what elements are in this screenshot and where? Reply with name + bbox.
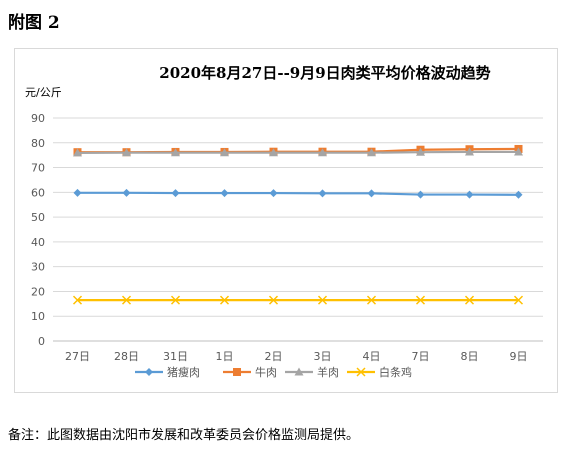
x-tick-label: 2日: [265, 350, 283, 363]
data-point: [269, 189, 278, 198]
data-point: [416, 147, 425, 156]
y-tick-label: 10: [31, 310, 45, 323]
data-point: [416, 190, 425, 199]
series-line: [77, 150, 519, 155]
y-tick-label: 30: [31, 261, 45, 274]
series-layer: [72, 144, 524, 305]
legend-item: 羊肉: [285, 365, 339, 379]
legend-label: 牛肉: [255, 365, 277, 379]
legend-label: 白条鸡: [379, 365, 412, 379]
data-point: [219, 295, 230, 305]
data-point: [171, 189, 180, 198]
data-point: [514, 147, 523, 156]
y-tick-label: 0: [38, 335, 45, 348]
data-point: [514, 190, 523, 199]
x-tick-label: 9日: [510, 350, 528, 363]
series-group: [73, 144, 523, 157]
x-tick-label: 31日: [163, 350, 188, 363]
data-point: [233, 368, 241, 376]
y-tick-label: 50: [31, 211, 45, 224]
x-tick-label: 28日: [114, 350, 139, 363]
y-tick-label: 20: [31, 285, 45, 298]
data-point-stroke: [464, 295, 475, 305]
data-point: [367, 148, 376, 157]
data-point-stroke: [268, 295, 279, 305]
chart-frame: 2020年8月27日--9月9日肉类平均价格波动趋势 元/公斤 0 10 20 30 4…: [14, 48, 558, 393]
data-point: [513, 295, 524, 305]
data-point-stroke: [121, 295, 132, 305]
series-group: [73, 188, 523, 199]
data-point: [122, 188, 131, 197]
series-line: [77, 191, 519, 196]
x-tick-label: 8日: [461, 350, 479, 363]
data-point-stroke: [366, 295, 377, 305]
x-tick-label: 3日: [314, 350, 332, 363]
data-point-stroke: [170, 295, 181, 305]
data-point-stroke: [356, 367, 366, 377]
data-point: [171, 148, 180, 157]
data-point: [366, 295, 377, 305]
appendix-label: 附图 2: [8, 13, 60, 33]
y-tick-label: 70: [31, 162, 45, 175]
y-tick-label: 60: [31, 186, 45, 199]
data-point: [269, 148, 278, 157]
x-tick-label: 27日: [65, 350, 90, 363]
y-tick-label: 80: [31, 137, 45, 150]
data-point: [170, 295, 181, 305]
data-point: [318, 148, 327, 157]
x-tick-label: 7日: [412, 350, 430, 363]
data-point-stroke: [415, 295, 426, 305]
data-point: [73, 188, 82, 197]
data-point-stroke: [72, 295, 83, 305]
chart-title: 2020年8月27日--9月9日肉类平均价格波动趋势: [159, 64, 490, 82]
legend-item: 白条鸡: [347, 365, 412, 379]
data-point: [367, 189, 376, 198]
data-point: [122, 148, 131, 157]
data-point: [464, 295, 475, 305]
data-point: [220, 148, 229, 157]
series-group: [72, 295, 524, 305]
legend-label: 猪瘦肉: [167, 365, 200, 379]
x-axis-ticks: 27日 28日 31日 1日 2日 3日 4日 7日 8日 9日: [65, 350, 528, 363]
legend: 猪瘦肉 牛肉 羊肉 白条鸡: [135, 365, 412, 379]
x-tick-label: 4日: [363, 350, 381, 363]
data-point: [145, 368, 153, 376]
data-point-stroke: [219, 295, 230, 305]
data-point-stroke: [513, 295, 524, 305]
line-chart: 2020年8月27日--9月9日肉类平均价格波动趋势 元/公斤 0 10 20 30 4…: [25, 64, 543, 379]
data-point: [294, 367, 304, 376]
data-point: [318, 189, 327, 198]
data-point: [121, 295, 132, 305]
data-point: [73, 148, 82, 157]
source-note: 备注：此图数据由沈阳市发展和改革委员会价格监测局提供。: [8, 428, 360, 443]
data-point: [356, 367, 366, 377]
y-axis-label: 元/公斤: [25, 86, 62, 99]
data-point: [220, 189, 229, 198]
series-group: [73, 147, 523, 157]
data-point: [268, 295, 279, 305]
data-point: [465, 190, 474, 199]
data-point-stroke: [317, 295, 328, 305]
legend-label: 羊肉: [317, 365, 339, 379]
y-axis-ticks: 0 10 20 30 40 50 60 70 80 90: [31, 112, 45, 348]
legend-item: 猪瘦肉: [135, 365, 200, 379]
y-tick-label: 90: [31, 112, 45, 125]
y-tick-label: 40: [31, 236, 45, 249]
data-point: [317, 295, 328, 305]
data-point: [465, 147, 474, 156]
data-point: [72, 295, 83, 305]
legend-item: 牛肉: [223, 365, 277, 379]
data-point: [415, 295, 426, 305]
x-tick-label: 1日: [216, 350, 234, 363]
